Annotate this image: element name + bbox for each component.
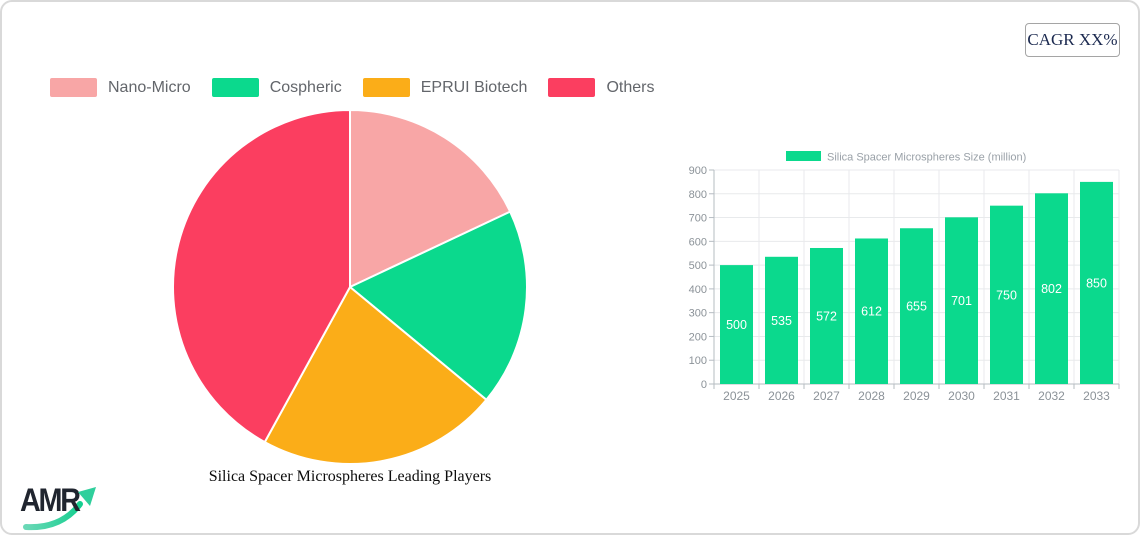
pie-slice-nano-micro (349, 109, 512, 288)
pie-chart-title: Silica Spacer Microspheres Leading Playe… (208, 468, 492, 485)
cagr-badge[interactable]: CAGR XX% (1025, 23, 1120, 57)
legend-item-eprui-biotech[interactable]: EPRUI Biotech (362, 78, 528, 97)
y-tick-label: 0 (701, 379, 707, 391)
logo-text: AMR (20, 482, 81, 518)
y-tick-label: 100 (689, 355, 707, 367)
bar-legend-label[interactable]: Silica Spacer Microspheres Size (million… (827, 152, 1026, 164)
y-tick-label: 500 (689, 260, 707, 272)
legend-swatch (211, 78, 259, 97)
bar-2025 (720, 265, 753, 384)
bar-2027 (810, 247, 843, 384)
pie-slice-cospheric (349, 210, 528, 401)
bar-value-label: 572 (816, 309, 837, 323)
bar-value-label: 655 (906, 300, 927, 314)
x-category-label: 2032 (1038, 389, 1065, 403)
x-category-label: 2029 (903, 389, 930, 403)
pie-slice-others (172, 109, 351, 444)
bar-2028 (855, 238, 888, 384)
y-tick-label: 400 (689, 284, 707, 296)
logo-arrowhead-icon (78, 487, 96, 506)
x-category-label: 2027 (813, 389, 840, 403)
legend-swatch (548, 78, 596, 97)
bar-value-label: 500 (726, 318, 747, 332)
x-category-label: 2030 (948, 389, 975, 403)
bar-value-label: 750 (996, 288, 1017, 302)
pie-legend: Nano-Micro Cospheric EPRUI Biotech Others (50, 78, 654, 97)
bar-2033 (1080, 181, 1113, 384)
bar-value-label: 612 (861, 305, 882, 319)
bar-2029 (900, 228, 933, 384)
y-tick-label: 700 (689, 213, 707, 225)
x-category-label: 2028 (858, 389, 885, 403)
bar-legend-swatch[interactable] (786, 151, 821, 161)
bar-2026 (765, 256, 798, 384)
legend-label: Cospheric (269, 78, 342, 96)
amr-logo: AMR (16, 480, 116, 534)
x-category-label: 2031 (993, 389, 1020, 403)
y-tick-label: 800 (689, 189, 707, 201)
y-tick-label: 600 (689, 236, 707, 248)
bar-value-label: 802 (1041, 282, 1062, 296)
pie-slice-eprui-biotech (263, 286, 488, 465)
bar-2030 (945, 217, 978, 384)
legend-item-cospheric[interactable]: Cospheric (211, 78, 342, 97)
bar-value-label: 701 (951, 294, 972, 308)
legend-label: Nano-Micro (108, 78, 191, 96)
bar-2031 (990, 205, 1023, 384)
cagr-label: CAGR XX% (1027, 30, 1118, 49)
bar-2032 (1035, 193, 1068, 384)
y-tick-label: 200 (689, 331, 707, 343)
x-category-label: 2033 (1083, 389, 1110, 403)
logo-arrow-shaft-icon (23, 501, 83, 531)
legend-swatch (362, 78, 410, 97)
legend-swatch (50, 78, 97, 97)
legend-label: Others (606, 78, 655, 96)
x-category-label: 2025 (723, 389, 750, 403)
x-category-label: 2026 (768, 389, 795, 403)
bar-value-label: 850 (1086, 276, 1107, 290)
pie-chart (172, 109, 528, 465)
legend-item-others[interactable]: Others (548, 78, 654, 97)
y-tick-label: 900 (689, 165, 707, 177)
legend-label: EPRUI Biotech (420, 78, 528, 96)
bar-chart: Silica Spacer Microspheres Size (million… (689, 151, 1120, 403)
y-tick-label: 300 (689, 308, 707, 320)
legend-item-nano-micro[interactable]: Nano-Micro (50, 78, 191, 97)
bar-value-label: 535 (771, 314, 792, 328)
